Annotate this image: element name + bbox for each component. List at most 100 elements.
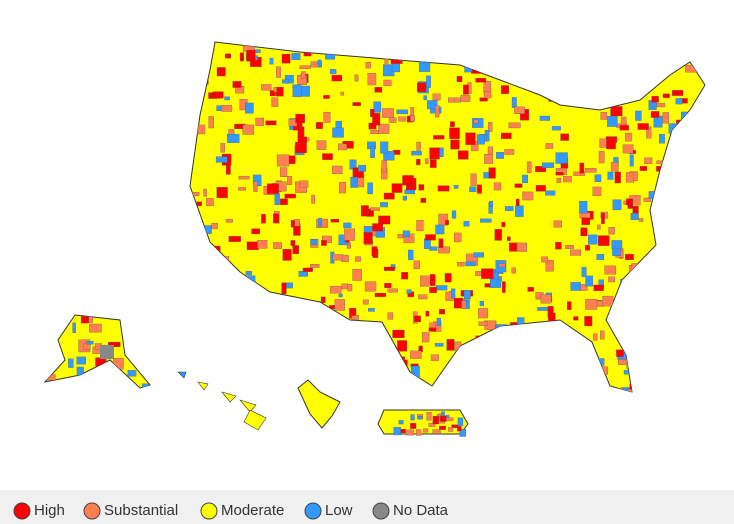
county [425,234,436,241]
county [307,333,318,340]
county [581,267,587,277]
county [142,383,150,388]
county [473,119,479,124]
county [623,51,632,59]
county [649,328,657,337]
county [471,391,483,392]
county [301,85,310,97]
county [295,113,305,124]
legend-item[interactable]: High [13,502,65,520]
county [208,340,219,345]
county [517,51,527,63]
county [459,429,467,437]
county [332,127,344,138]
county [251,368,262,378]
county [507,236,511,241]
county [373,101,382,113]
county [284,74,294,84]
county [190,227,191,237]
county [282,249,292,261]
county [584,168,597,173]
legend-swatch [13,502,31,520]
county [233,290,245,299]
county [700,359,705,367]
county [129,338,136,346]
county [570,249,582,256]
county [255,117,265,126]
county [113,358,124,370]
county [481,268,494,279]
county [691,224,698,232]
county [190,336,199,341]
county [555,242,562,250]
county [627,45,639,53]
legend-item[interactable]: Moderate [200,502,284,520]
county [614,171,621,184]
county [370,207,380,211]
county [496,151,504,159]
legend-item[interactable]: Low [304,502,353,520]
territory [297,379,341,429]
county [635,293,639,301]
county [613,80,619,92]
county [532,81,542,86]
county [700,151,705,161]
county [644,157,653,164]
county [535,166,547,173]
county [260,320,269,328]
county [632,321,643,326]
county [612,199,622,211]
county [225,305,230,313]
county [273,242,282,249]
county [704,349,705,356]
county [367,73,377,86]
county [367,182,373,195]
county [232,319,238,325]
county [83,343,91,350]
county [251,228,261,235]
county [433,135,445,140]
county [560,133,569,141]
county [637,278,642,287]
legend-item[interactable]: Substantial [83,502,178,520]
county [220,310,226,316]
county [598,42,606,46]
county [224,314,233,323]
county [238,285,246,291]
county [435,224,445,235]
county [416,429,422,436]
county [310,264,320,268]
county [295,141,307,154]
county [216,348,228,354]
county [653,66,660,79]
county [432,93,441,101]
county [425,310,430,317]
county [686,328,698,334]
county [213,266,218,278]
county [574,98,587,103]
county [246,49,256,62]
county [565,244,574,249]
county [428,327,437,332]
county [355,329,366,338]
county [264,350,273,361]
county [696,182,705,193]
county [299,42,305,45]
county [354,74,359,82]
county [476,134,485,145]
county [190,360,201,371]
county [410,365,420,379]
county [195,281,201,286]
county [300,43,311,47]
county [317,59,322,68]
county [299,65,311,69]
county [463,221,470,227]
county [568,372,580,379]
county [582,84,590,93]
county [321,240,327,246]
county [702,312,705,323]
county [76,356,86,365]
legend-item[interactable]: No Data [372,502,449,520]
legend-swatch [372,502,390,520]
county [430,354,439,361]
